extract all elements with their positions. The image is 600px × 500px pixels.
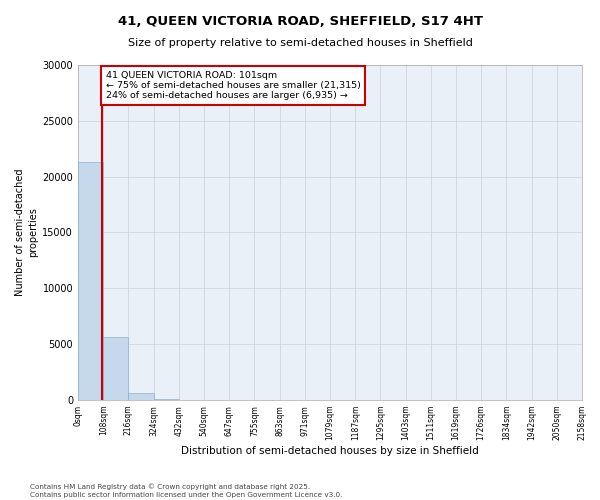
Text: 41, QUEEN VICTORIA ROAD, SHEFFIELD, S17 4HT: 41, QUEEN VICTORIA ROAD, SHEFFIELD, S17 … <box>118 15 482 28</box>
Bar <box>103 338 128 400</box>
Text: Size of property relative to semi-detached houses in Sheffield: Size of property relative to semi-detach… <box>128 38 472 48</box>
Bar <box>154 398 179 400</box>
Text: 41 QUEEN VICTORIA ROAD: 101sqm
← 75% of semi-detached houses are smaller (21,315: 41 QUEEN VICTORIA ROAD: 101sqm ← 75% of … <box>106 70 361 101</box>
Bar <box>128 392 154 400</box>
Y-axis label: Number of semi-detached
properties: Number of semi-detached properties <box>15 169 38 296</box>
Text: Contains HM Land Registry data © Crown copyright and database right 2025.
Contai: Contains HM Land Registry data © Crown c… <box>30 484 343 498</box>
X-axis label: Distribution of semi-detached houses by size in Sheffield: Distribution of semi-detached houses by … <box>181 446 479 456</box>
Bar <box>78 162 103 400</box>
